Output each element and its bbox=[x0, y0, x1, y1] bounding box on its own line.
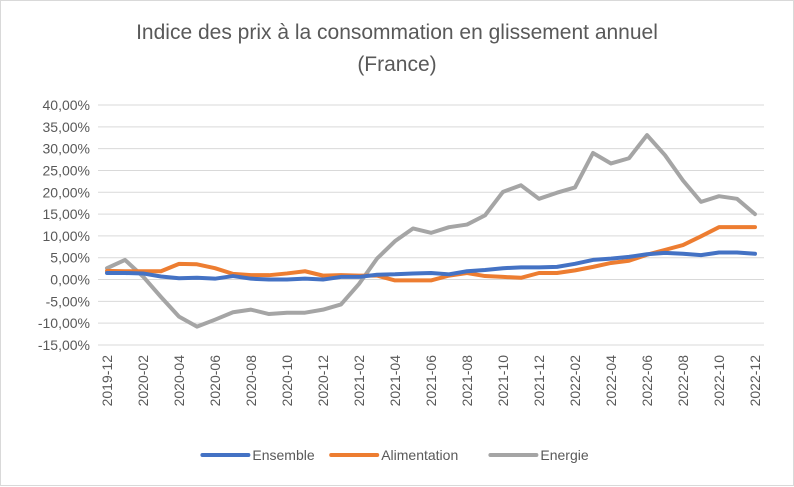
x-tick-label: 2022-06 bbox=[639, 355, 655, 407]
y-tick-label: 40,00% bbox=[43, 97, 90, 113]
y-tick-label: 35,00% bbox=[43, 119, 90, 135]
x-tick-label: 2021-12 bbox=[531, 355, 547, 407]
gridlines bbox=[98, 104, 764, 346]
x-axis-ticks: 2019-12 2020-02 2020-04 2020-06 2020-08 2020-… bbox=[99, 355, 763, 407]
x-tick-label: 2021-08 bbox=[459, 355, 475, 407]
y-tick-label: -15,00% bbox=[38, 337, 90, 353]
x-tick-label: 2022-08 bbox=[675, 355, 691, 407]
y-tick-label: -10,00% bbox=[38, 315, 90, 331]
legend-label: Alimentation bbox=[381, 447, 458, 463]
legend-item-alimentation: Alimentation bbox=[329, 447, 458, 463]
series-lines bbox=[105, 133, 757, 329]
x-tick-label: 2022-04 bbox=[603, 355, 619, 407]
legend-label: Energie bbox=[540, 447, 588, 463]
y-tick-label: -5,00% bbox=[46, 293, 90, 309]
x-tick-label: 2022-12 bbox=[747, 355, 763, 407]
y-tick-label: 30,00% bbox=[43, 141, 90, 157]
y-tick-label: 25,00% bbox=[43, 162, 90, 178]
x-tick-label: 2020-12 bbox=[315, 355, 331, 407]
legend-label: Ensemble bbox=[252, 447, 314, 463]
chart-title: Indice des prix à la consommation en gli… bbox=[136, 21, 658, 44]
chart-subtitle: (France) bbox=[357, 53, 436, 76]
y-tick-label: 15,00% bbox=[43, 206, 90, 222]
x-tick-label: 2020-10 bbox=[279, 355, 295, 407]
series-line-ensemble bbox=[105, 250, 757, 282]
x-tick-label: 2021-06 bbox=[423, 355, 439, 407]
x-tick-label: 2020-08 bbox=[243, 355, 259, 407]
y-tick-label: 20,00% bbox=[43, 184, 90, 200]
x-tick-label: 2020-06 bbox=[207, 355, 223, 407]
series-line-energie bbox=[105, 133, 757, 329]
legend: Ensemble Alimentation Energie bbox=[200, 447, 589, 463]
legend-item-ensemble: Ensemble bbox=[200, 447, 315, 463]
y-tick-label: 5,00% bbox=[50, 250, 90, 266]
x-tick-label: 2020-02 bbox=[135, 355, 151, 407]
y-tick-label: 0,00% bbox=[50, 272, 90, 288]
x-tick-label: 2022-02 bbox=[567, 355, 583, 407]
x-tick-label: 2021-04 bbox=[387, 355, 403, 407]
x-tick-label: 2020-04 bbox=[171, 355, 187, 407]
y-axis-ticks: 40,00% 35,00% 30,00% 25,00% 20,00% 15,00% 10,0… bbox=[38, 97, 90, 353]
x-tick-label: 2022-10 bbox=[711, 355, 727, 407]
x-tick-label: 2021-10 bbox=[495, 355, 511, 407]
x-tick-label: 2021-02 bbox=[351, 355, 367, 407]
y-tick-label: 10,00% bbox=[43, 228, 90, 244]
x-tick-label: 2019-12 bbox=[99, 355, 115, 407]
legend-item-energie: Energie bbox=[488, 447, 589, 463]
